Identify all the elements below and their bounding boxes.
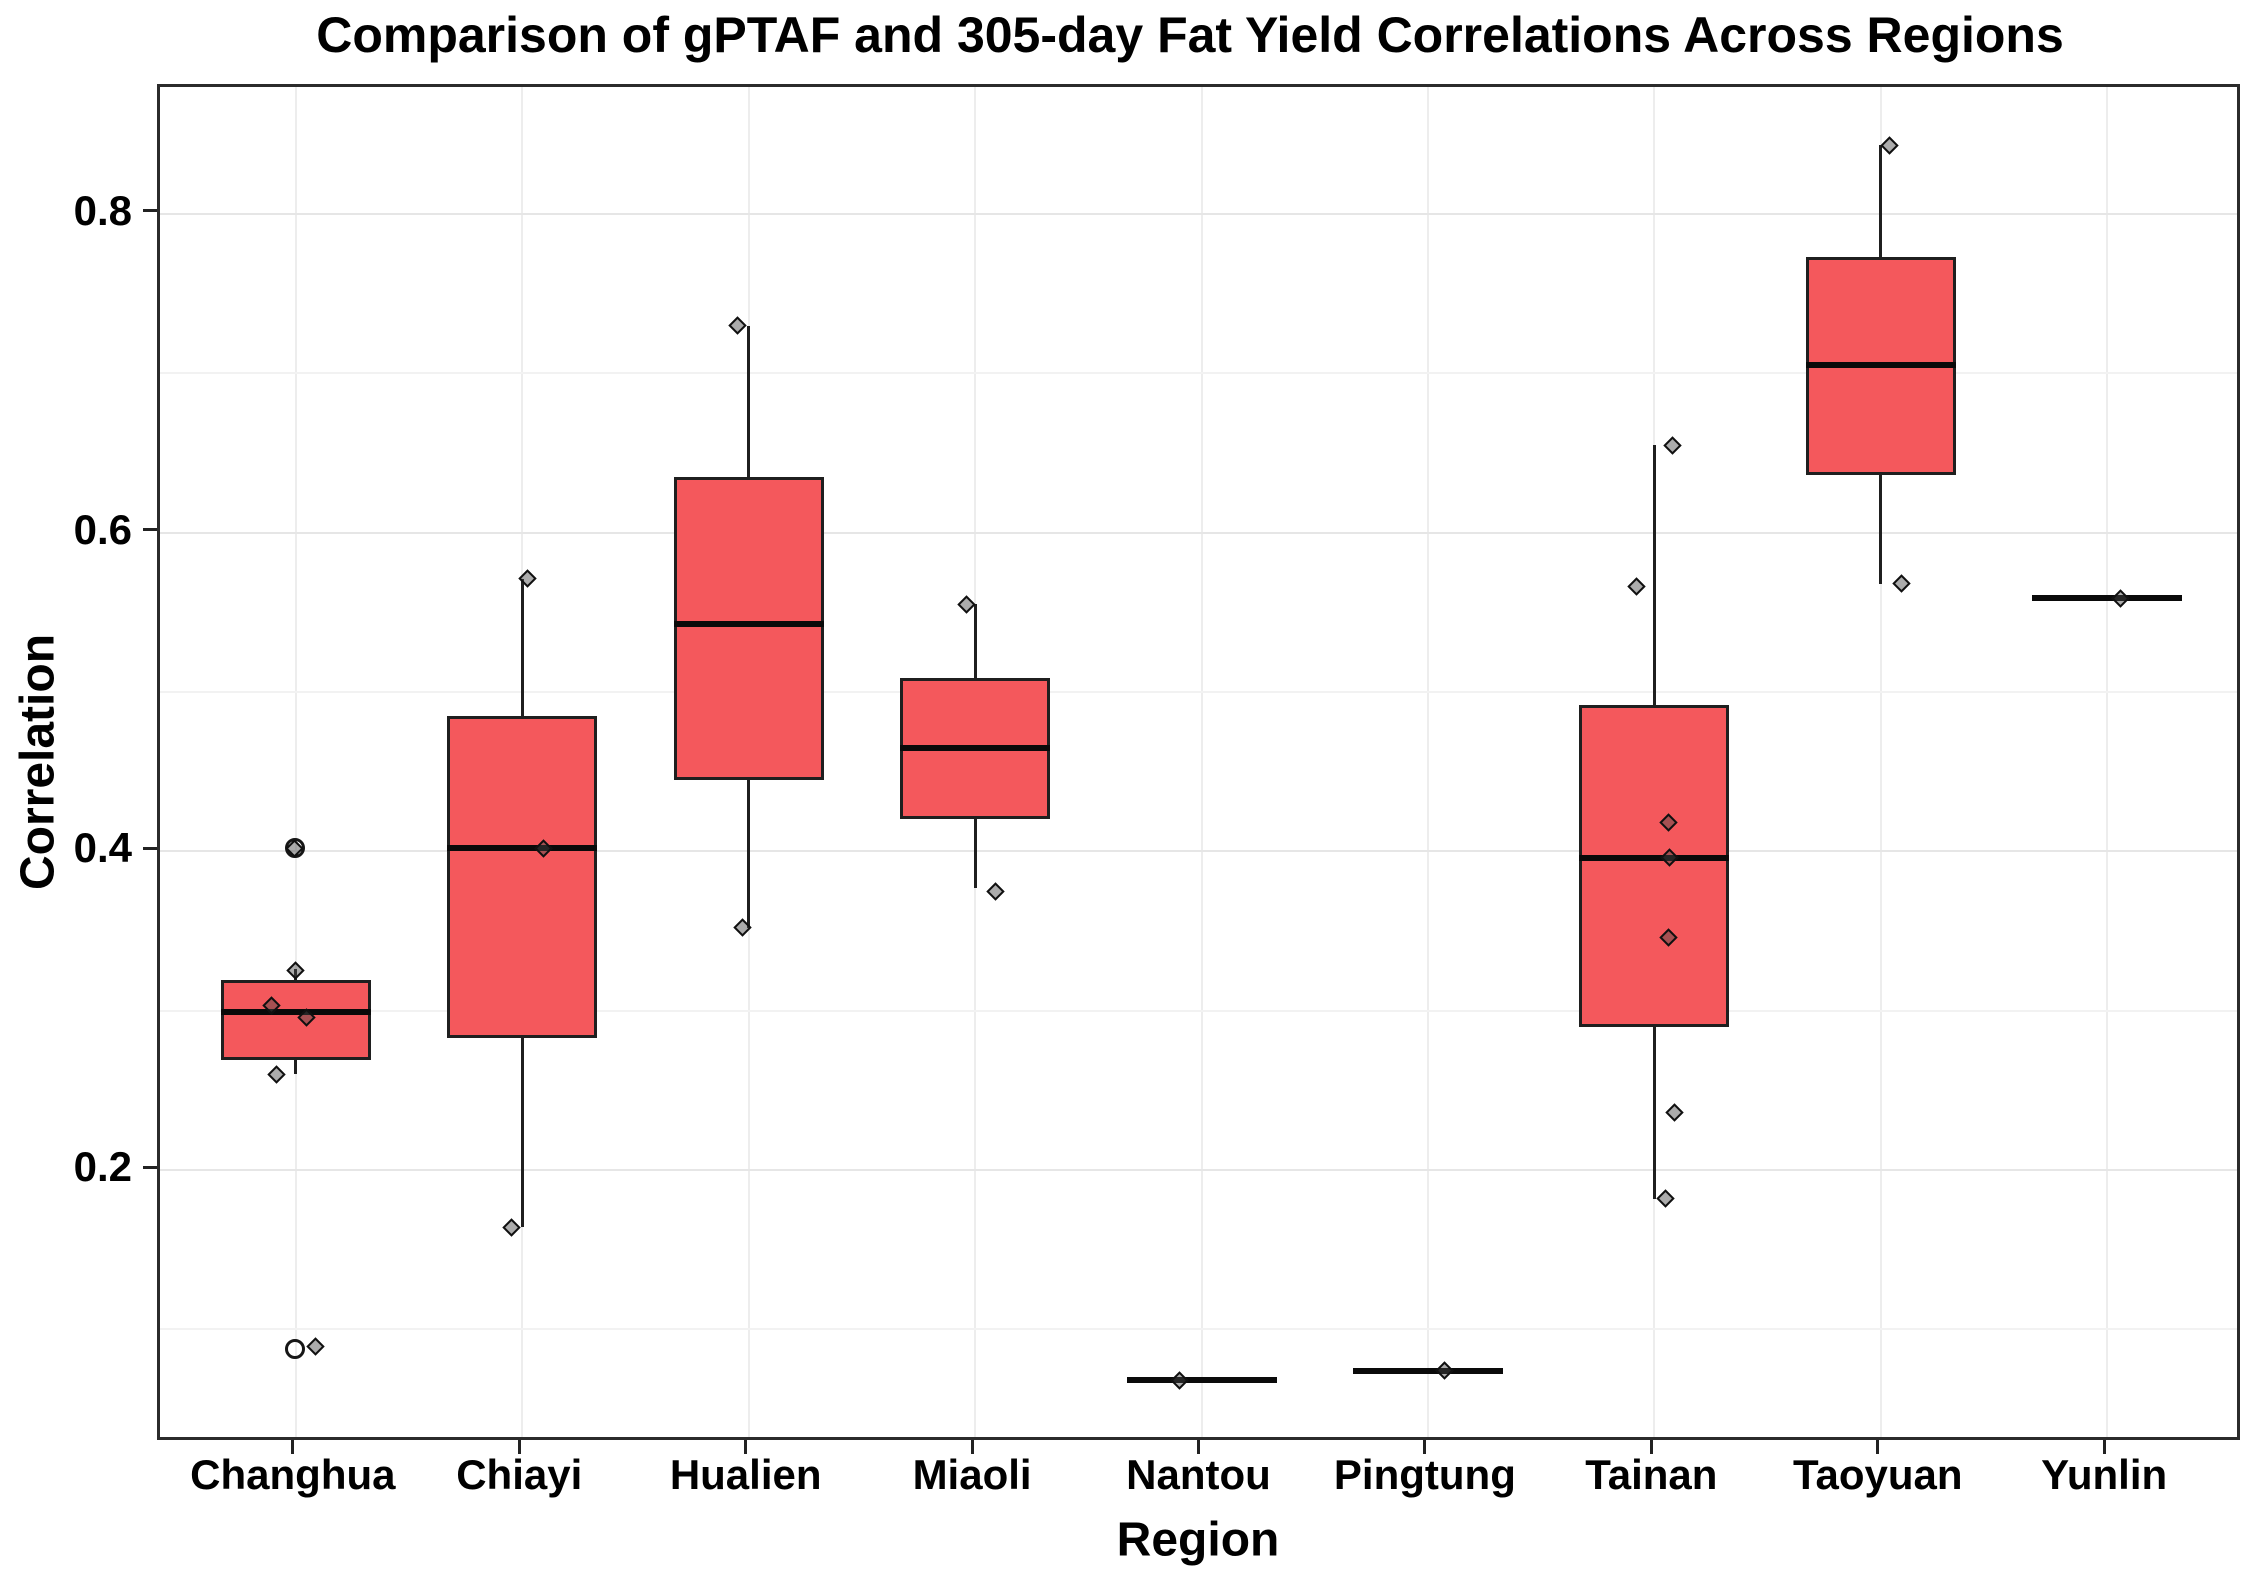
median-hualien	[673, 620, 824, 627]
x-tick-mark	[1197, 1440, 1200, 1454]
data-point-taoyuan	[1892, 574, 1911, 593]
data-point-chiayi	[502, 1218, 521, 1237]
data-point-tainan	[1665, 1103, 1684, 1122]
lower-whisker-tainan	[1652, 1026, 1656, 1199]
median-miaoli	[900, 744, 1051, 751]
data-point-changhua	[267, 1065, 287, 1084]
data-point-pingtung	[1435, 1361, 1455, 1381]
plot-panel	[157, 84, 2240, 1440]
x-gridline-pingtung	[1426, 87, 1429, 1437]
x-axis-title: Region	[1116, 1513, 1280, 1567]
x-tick-label-nantou: Nantou	[1126, 1451, 1271, 1498]
x-tick-label-chiayi: Chiayi	[456, 1451, 583, 1498]
x-gridline-nantou	[1200, 87, 1203, 1437]
x-tick-label-pingtung: Pingtung	[1333, 1451, 1516, 1498]
x-tick-mark	[291, 1440, 295, 1454]
outlier-point-changhua	[284, 1338, 305, 1359]
median-tainan	[1579, 854, 1730, 861]
median-taoyuan	[1805, 362, 1956, 369]
y-major-gridline	[160, 850, 2237, 853]
y-minor-gridline	[160, 1009, 2237, 1012]
data-point-hualien	[728, 316, 747, 335]
data-point-tainan	[1656, 1189, 1675, 1208]
box-tainan	[1579, 704, 1730, 1027]
x-tick-label-miaoli: Miaoli	[912, 1451, 1032, 1498]
y-tick-label: 0.2	[73, 1143, 132, 1191]
y-tick-mark	[143, 1165, 157, 1169]
x-tick-mark	[1423, 1440, 1427, 1454]
y-major-gridline	[160, 212, 2237, 215]
lower-whisker-taoyuan	[1879, 475, 1883, 584]
y-tick-label: 0.4	[73, 824, 132, 872]
median-chiayi	[447, 845, 598, 852]
box-hualien	[673, 476, 824, 780]
y-tick-mark	[143, 528, 157, 532]
lower-whisker-hualien	[747, 779, 751, 928]
y-minor-gridline	[160, 1328, 2237, 1331]
data-point-yunlin	[2110, 588, 2130, 608]
x-gridline-yunlin	[2106, 87, 2109, 1437]
chart-title: Comparison of gPTAF and 305-day Fat Yiel…	[316, 7, 2064, 63]
data-point-tainan	[1663, 435, 1682, 455]
lower-whisker-changhua	[294, 1060, 298, 1075]
data-point-nantou	[1170, 1371, 1189, 1390]
x-tick-mark	[1649, 1440, 1653, 1454]
y-tick-label: 0.8	[73, 186, 132, 234]
lower-whisker-miaoli	[973, 819, 977, 888]
x-tick-label-tainan: Tainan	[1585, 1451, 1718, 1498]
median-changhua	[220, 1009, 371, 1016]
x-tick-label-taoyuan: Taoyuan	[1792, 1451, 1963, 1498]
box-changhua	[220, 980, 371, 1061]
x-tick-mark	[970, 1440, 974, 1454]
upper-whisker-hualien	[747, 325, 751, 477]
median-nantou	[1126, 1377, 1277, 1384]
y-major-gridline	[160, 531, 2237, 534]
y-tick-label: 0.6	[73, 505, 132, 553]
x-tick-label-yunlin: Yunlin	[2041, 1451, 2168, 1498]
y-tick-mark	[143, 209, 157, 213]
x-tick-label-hualien: Hualien	[669, 1451, 822, 1498]
data-point-tainan	[1627, 577, 1646, 597]
y-minor-gridline	[160, 691, 2237, 694]
data-point-changhua	[306, 1337, 326, 1357]
data-point-taoyuan	[1880, 136, 1899, 155]
x-gridline-taoyuan	[1879, 87, 1882, 1437]
median-yunlin	[2032, 595, 2183, 601]
upper-whisker-taoyuan	[1879, 145, 1883, 257]
y-major-gridline	[160, 1169, 2237, 1172]
x-tick-mark	[1876, 1440, 1880, 1454]
x-tick-mark	[517, 1440, 521, 1454]
data-point-miaoli	[985, 881, 1005, 901]
lower-whisker-chiayi	[520, 1037, 524, 1228]
upper-whisker-miaoli	[973, 604, 977, 678]
y-minor-gridline	[160, 372, 2237, 375]
upper-whisker-changhua	[294, 969, 298, 981]
x-gridline-changhua	[294, 87, 297, 1437]
x-tick-label-changhua: Changhua	[190, 1451, 396, 1498]
x-tick-mark	[744, 1440, 748, 1454]
x-tick-mark	[2102, 1440, 2106, 1454]
upper-whisker-tainan	[1652, 445, 1656, 705]
data-point-changhua	[286, 961, 306, 981]
median-pingtung	[1352, 1367, 1503, 1374]
upper-whisker-chiayi	[520, 578, 524, 716]
box-chiayi	[447, 715, 598, 1038]
data-point-miaoli	[956, 595, 976, 614]
y-tick-mark	[143, 846, 157, 850]
outlier-point-changhua	[284, 838, 305, 859]
